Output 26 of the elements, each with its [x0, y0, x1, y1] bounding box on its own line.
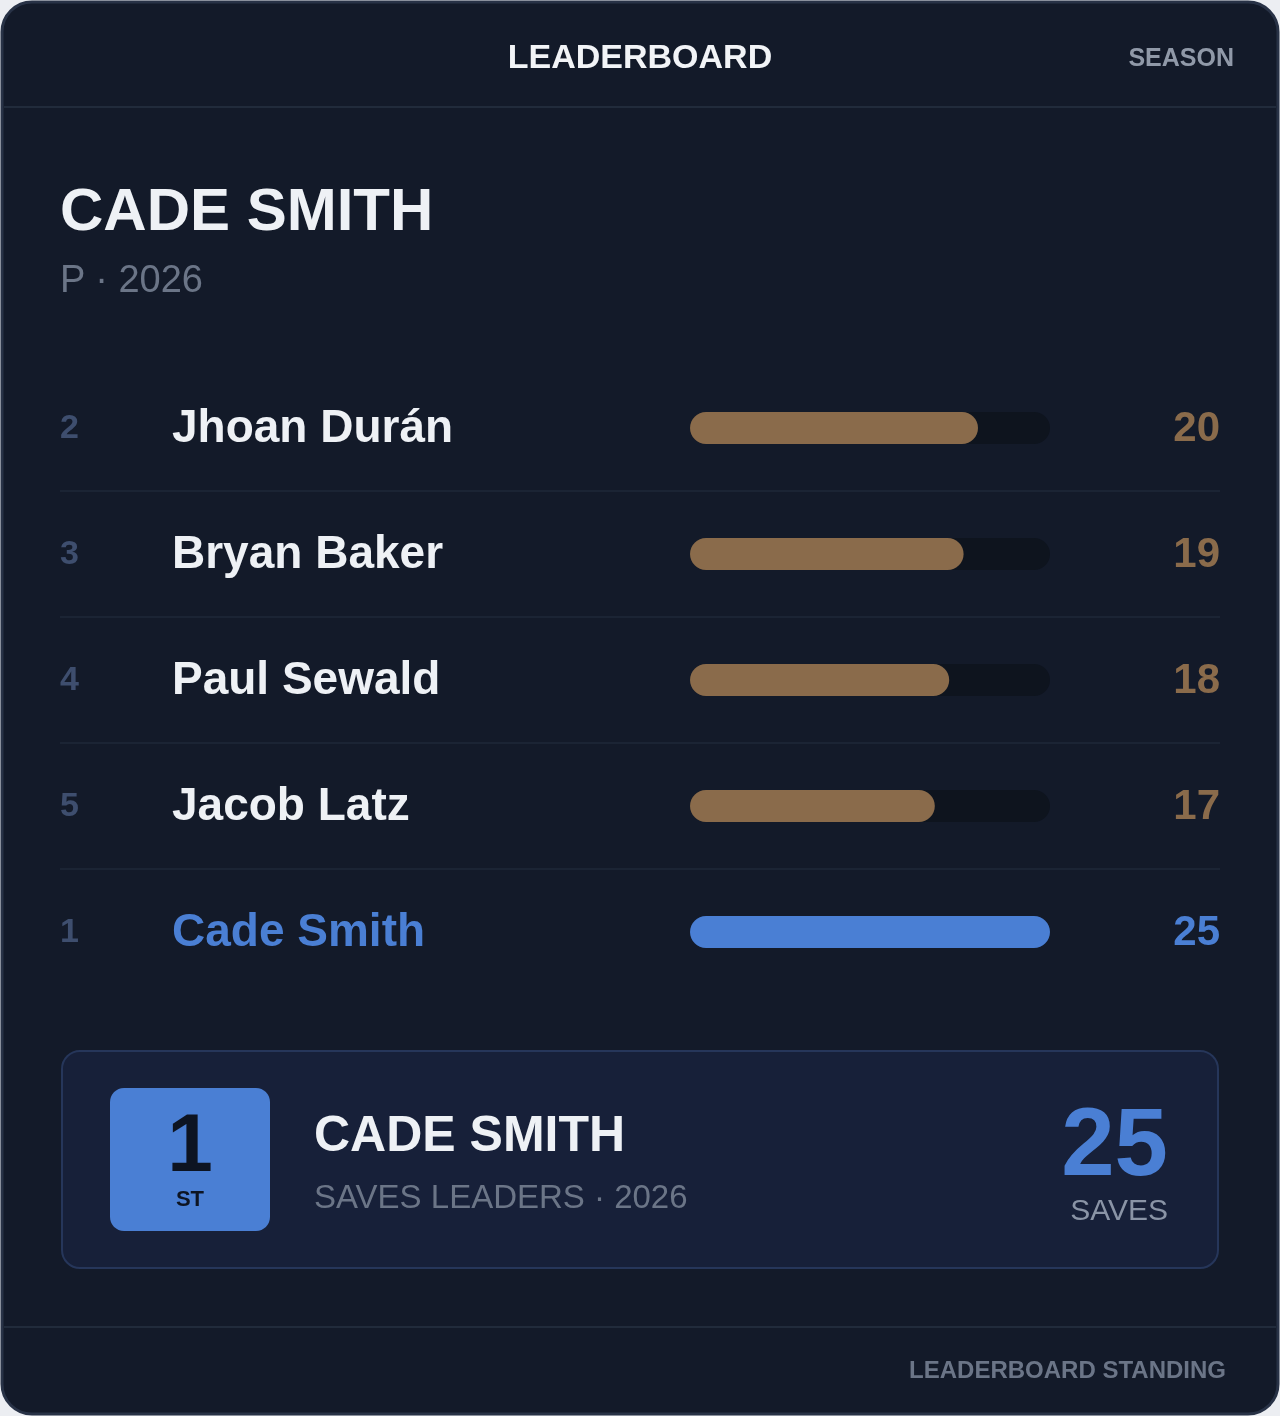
text: 5	[60, 785, 79, 823]
data-label: 17	[1173, 781, 1220, 828]
data-label: 20	[1173, 403, 1220, 450]
text: CADE SMITH	[314, 1106, 626, 1162]
data-label: 25	[1173, 907, 1220, 954]
text: 25	[1061, 1088, 1168, 1195]
text: 3	[60, 533, 79, 571]
text: SAVES LEADERS · 2026	[314, 1178, 688, 1215]
text: 1	[60, 911, 79, 949]
text: LEADERBOARD	[507, 37, 773, 75]
chart-title: CADE SMITH	[60, 176, 434, 243]
y-tick-label: Bryan Baker	[172, 526, 444, 578]
text: SEASON	[1128, 43, 1234, 71]
y-tick-label: Jhoan Durán	[172, 400, 454, 452]
text: 2	[60, 407, 79, 445]
text: ST	[175, 1186, 205, 1211]
data-label: 18	[1173, 655, 1220, 702]
text: SAVES	[1070, 1193, 1168, 1226]
text: 1	[167, 1097, 213, 1188]
text: 4	[60, 659, 79, 697]
y-tick-label: Jacob Latz	[172, 778, 410, 830]
y-tick-label: Cade Smith	[172, 904, 426, 956]
text: P · 2026	[60, 258, 203, 300]
y-tick-label: Paul Sewald	[172, 652, 441, 704]
text: LEADERBOARD STANDING	[909, 1356, 1226, 1383]
data-label: 19	[1173, 529, 1220, 576]
